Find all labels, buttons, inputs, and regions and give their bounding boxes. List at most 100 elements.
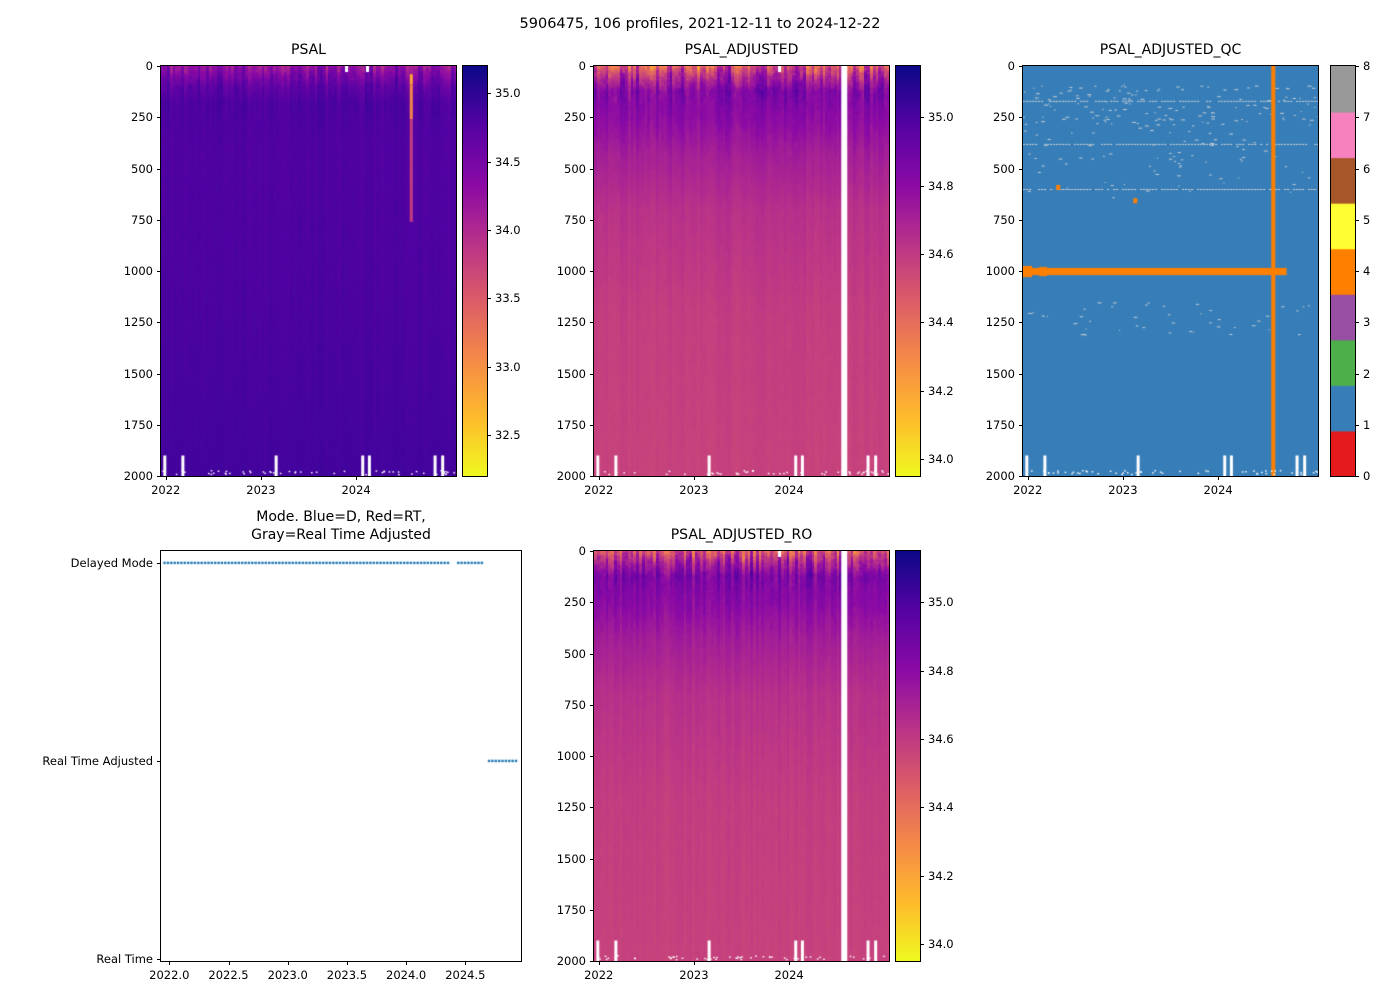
x-tick-mark [598,476,600,480]
colorbar-tick-mark [487,230,491,231]
y-tick-label: 2000 [556,954,586,968]
y-tick-label: 0 [578,544,586,558]
y-tick-label: 500 [564,646,586,661]
y-tick-label: 0 [145,59,153,73]
colorbar-tick-label: 2 [1363,366,1371,381]
colorbar-tick-label: 34.4 [928,315,954,330]
x-tick-label: 2024 [774,968,804,982]
y-tick-label: 1750 [556,902,586,917]
y-tick-mark [590,271,594,272]
colorbar-tick-label: 34.2 [928,383,954,398]
colorbar-tick-label: 3 [1363,315,1371,330]
colorbar-tick-label: 35.0 [928,595,954,610]
colorbar-tick-mark [487,366,491,368]
colorbar-tick-mark [920,943,924,945]
colorbar-tick-label: 34.0 [928,451,954,466]
y-tick-mark [1019,476,1023,477]
y-category-label: Real Time Adjusted [42,753,153,768]
y-tick-mark [1019,322,1023,324]
colorbar-tick-label: 33.5 [495,291,521,306]
x-tick-label: 2022 [584,968,614,982]
x-tick-mark [1027,476,1029,480]
y-tick-mark [590,66,594,67]
psal-heatmap-image [161,66,456,476]
psal-adjusted-qc-plot-area: PSAL_ADJUSTED_QC 2022 2023 2024 0 250 500 750 1… [986,42,1319,497]
x-tick-label: 2024.5 [445,968,486,982]
x-tick-mark [693,961,695,965]
y-tick-mark [1019,117,1023,119]
colorbar-tick-label: 32.5 [495,428,521,442]
y-tick-mark [590,476,594,477]
y-tick-mark [590,322,594,324]
y-category-label: Real Time [96,951,153,966]
colorbar-tick-mark [1355,168,1359,170]
colorbar-tick-label: 7 [1363,110,1371,125]
x-tick-mark [165,476,167,480]
x-tick-mark [287,961,289,965]
x-tick-mark [228,961,230,965]
y-tick-label: 500 [131,161,153,176]
qc-flag-colorbar-cells [1331,66,1355,476]
psal-adjusted-colorbar-gradient [896,66,920,476]
colorbar-tick-mark [920,670,924,672]
x-tick-mark [169,961,171,965]
psal-adjusted-ro-plot-title: PSAL_ADJUSTED_RO [670,526,813,543]
y-tick-label: 1250 [556,315,586,330]
qc-flag-colorbar: 0 1 2 3 4 5 6 7 8 [1330,59,1370,483]
y-tick-label: 750 [131,212,153,227]
y-tick-mark [590,756,594,757]
psal-colorbar: 35.0 34.5 34.0 33.5 33.0 32.5 [462,65,521,477]
y-tick-mark [157,322,161,324]
x-tick-label: 2023 [679,483,709,497]
x-tick-mark [1122,476,1124,480]
psal-adjusted-ro-plot-area: PSAL_ADJUSTED_RO 2022 2023 2024 0 250 500 750 1… [557,527,890,982]
colorbar-tick-label: 34.5 [495,154,521,169]
y-tick-mark [157,66,161,67]
x-tick-mark [789,476,791,480]
y-tick-mark [1019,424,1023,426]
y-tick-mark [157,168,161,170]
colorbar-tick-mark [1355,271,1359,272]
colorbar-tick-mark [1355,66,1359,67]
x-tick-label: 2023 [1108,483,1138,497]
y-tick-label: 1750 [556,417,586,432]
y-tick-label: 250 [564,110,586,125]
colorbar-tick-mark [1355,117,1359,119]
x-tick-label: 2024 [774,483,804,497]
y-tick-mark [157,760,161,762]
y-tick-label: 1500 [123,366,153,381]
y-tick-label: 0 [1007,59,1015,73]
colorbar-tick-mark [920,117,924,119]
psal-adjusted-plot-title: PSAL_ADJUSTED [684,41,799,58]
colorbar-tick-label: 34.0 [928,936,954,951]
x-tick-mark [260,476,262,480]
x-tick-label: 2022.5 [208,968,249,982]
x-tick-mark [789,961,791,965]
y-tick-mark [590,424,594,426]
x-tick-mark [406,961,408,965]
colorbar-tick-label: 1 [1363,417,1371,432]
y-tick-label: 250 [993,110,1015,125]
colorbar-tick-label: 34.4 [928,800,954,815]
y-tick-mark [590,602,594,604]
colorbar-tick-label: 34.8 [928,178,954,193]
colorbar-tick-label: 33.0 [495,359,521,374]
colorbar-tick-label: 6 [1363,161,1371,176]
y-tick-label: 250 [131,110,153,125]
y-tick-mark [1019,168,1023,170]
x-tick-label: 2024 [1203,483,1233,497]
psal-adjusted-ro-colorbar: 35.0 34.8 34.6 34.4 34.2 34.0 [895,550,954,962]
y-tick-mark [157,958,161,960]
colorbar-tick-mark [487,161,491,163]
colorbar-tick-mark [487,93,491,95]
y-tick-mark [1019,66,1023,67]
mode-plot-title: Mode. Blue=D, Red=RT, Gray=Real Time Adj… [131,508,551,544]
colorbar-tick-label: 4 [1363,264,1371,278]
psal-plot-title: PSAL [291,41,326,58]
x-tick-mark [346,961,348,965]
y-tick-label: 1750 [985,417,1015,432]
y-tick-mark [590,219,594,221]
x-tick-label: 2022 [151,483,181,497]
y-tick-label: 1500 [556,366,586,381]
psal-colorbar-gradient [463,66,487,476]
